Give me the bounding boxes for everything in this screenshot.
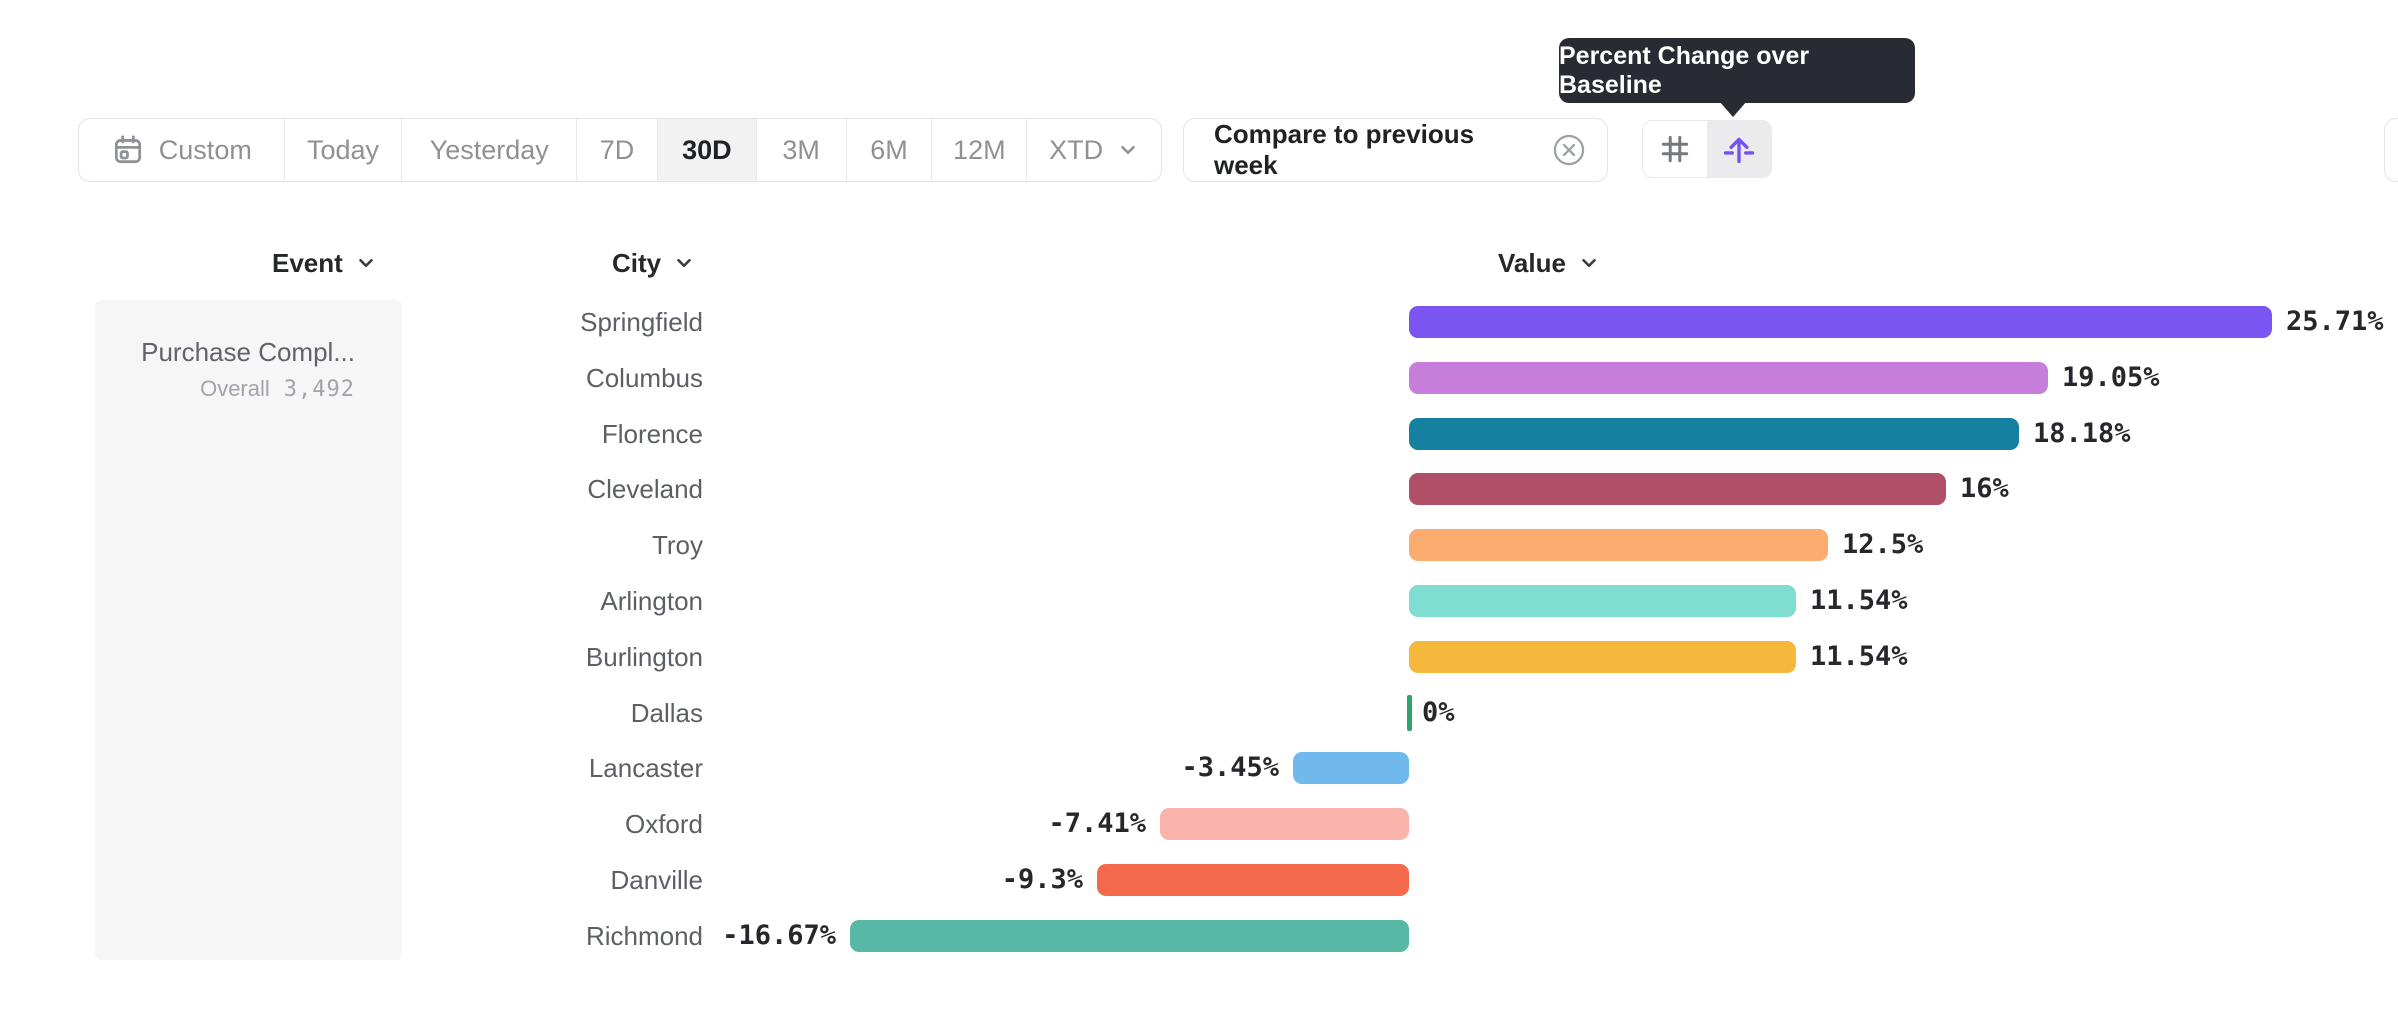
overall-value: 3,492 — [283, 377, 355, 402]
range-label: Yesterday — [429, 134, 549, 165]
bar-value-label: 25.71% — [2286, 306, 2384, 337]
range-label: 3M — [782, 134, 820, 165]
bar-springfield[interactable] — [1409, 306, 2272, 338]
bar-value-label: 0% — [1422, 697, 1455, 728]
baseline-view-button[interactable] — [1707, 121, 1771, 177]
arrow-up-from-baseline-icon — [1721, 131, 1757, 167]
range-today-button[interactable]: Today — [285, 119, 403, 181]
tooltip-caret — [1719, 101, 1747, 117]
bar-value-label: 12.5% — [1842, 529, 1924, 560]
range-12m-button[interactable]: 12M — [932, 119, 1028, 181]
bar-value-label: 18.18% — [2033, 418, 2131, 449]
column-header-label: City — [612, 247, 662, 278]
chevron-down-icon — [673, 252, 695, 274]
range-yesterday-button[interactable]: Yesterday — [402, 119, 578, 181]
city-label: Danville — [610, 865, 704, 895]
city-label: Cleveland — [587, 474, 703, 504]
overall-label: Overall — [200, 376, 270, 401]
grid-view-button[interactable] — [1643, 121, 1707, 177]
column-header-value[interactable]: Value — [1498, 246, 1600, 280]
calendar-icon — [111, 133, 145, 167]
range-6m-button[interactable]: 6M — [847, 119, 933, 181]
column-header-city[interactable]: City — [612, 246, 695, 280]
view-toggle — [1642, 120, 1772, 178]
event-panel[interactable]: Purchase Compl... Overall 3,492 — [95, 300, 402, 960]
bar-value-label: 19.05% — [2062, 362, 2160, 393]
range-custom-button[interactable]: Custom — [79, 119, 285, 181]
city-label: Florence — [601, 419, 703, 449]
bar-cleveland[interactable] — [1409, 473, 1946, 505]
range-label: 12M — [953, 134, 1006, 165]
bar-arlington[interactable] — [1409, 585, 1796, 617]
event-name: Purchase Compl... — [141, 337, 355, 367]
bar-florence[interactable] — [1409, 418, 2019, 450]
bar-burlington[interactable] — [1409, 641, 1796, 673]
bar-value-label: -9.3% — [1001, 864, 1083, 895]
remove-comparison-icon[interactable] — [1551, 132, 1587, 168]
bar-richmond[interactable] — [850, 920, 1409, 952]
compare-pill[interactable]: Compare to previous week — [1183, 118, 1608, 182]
range-label: XTD — [1049, 134, 1104, 165]
date-range-toolbar: Custom Today Yesterday 7D 30D 3M 6M 12M … — [78, 118, 1162, 182]
range-7d-button[interactable]: 7D — [577, 119, 658, 181]
range-30d-button[interactable]: 30D — [657, 119, 757, 181]
column-header-label: Value — [1498, 247, 1566, 278]
city-label: Dallas — [630, 698, 703, 728]
bar-value-label: 16% — [1960, 473, 2009, 504]
chevron-down-icon — [1578, 252, 1600, 274]
range-label: Today — [306, 134, 380, 165]
event-cell: Purchase Compl... Overall 3,492 — [141, 336, 355, 402]
city-label: Springfield — [580, 307, 703, 337]
bar-troy[interactable] — [1409, 529, 1828, 561]
tooltip: Percent Change over Baseline — [1559, 38, 1915, 103]
bar-value-label: -16.67% — [722, 920, 836, 951]
city-label: Arlington — [600, 586, 703, 616]
chevron-down-icon — [355, 252, 377, 274]
compare-label: Compare to previous week — [1214, 119, 1475, 180]
bar-value-label: 11.54% — [1810, 641, 1908, 672]
bar-value-label: -7.41% — [1048, 808, 1146, 839]
bar-danville[interactable] — [1097, 864, 1409, 896]
city-label: Troy — [651, 530, 703, 560]
event-overall: Overall 3,492 — [141, 376, 355, 402]
range-label: Custom — [158, 134, 252, 165]
bar-value-label: 11.54% — [1810, 585, 1908, 616]
chevron-down-icon — [1117, 139, 1139, 161]
range-label: 6M — [870, 134, 908, 165]
range-xtd-button[interactable]: XTD — [1027, 119, 1161, 181]
city-label: Columbus — [585, 363, 703, 393]
column-header-label: Event — [272, 247, 343, 278]
column-header-event[interactable]: Event — [272, 246, 377, 280]
bar-value-label: -3.45% — [1181, 752, 1279, 783]
city-label: Oxford — [624, 809, 703, 839]
range-label: 7D — [599, 134, 635, 165]
city-label: Richmond — [585, 921, 703, 951]
bar-columbus[interactable] — [1409, 362, 2048, 394]
range-3m-button[interactable]: 3M — [757, 119, 847, 181]
range-label: 30D — [682, 134, 732, 165]
tooltip-text: Percent Change over Baseline — [1559, 41, 1810, 99]
grid-icon — [1658, 132, 1692, 166]
bar-lancaster[interactable] — [1293, 752, 1409, 784]
zero-baseline-tick[interactable] — [1407, 695, 1412, 731]
city-label: Burlington — [585, 642, 703, 672]
city-label: Lancaster — [588, 753, 703, 783]
bar-oxford[interactable] — [1160, 808, 1409, 840]
